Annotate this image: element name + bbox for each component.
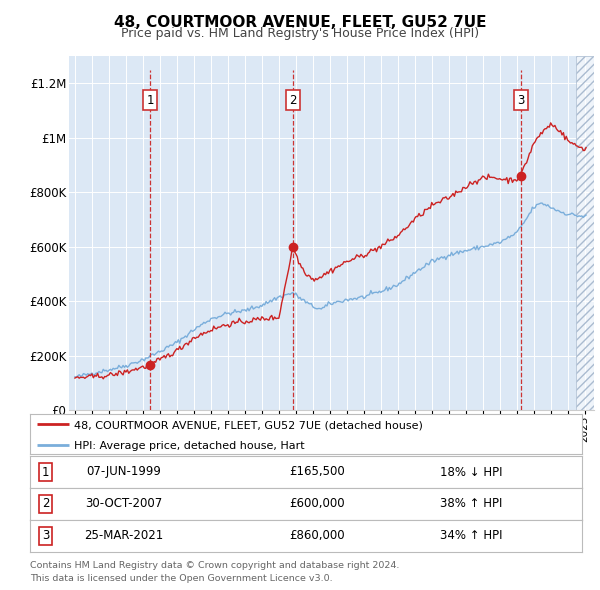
Text: £600,000: £600,000 bbox=[289, 497, 345, 510]
Text: Contains HM Land Registry data © Crown copyright and database right 2024.
This d: Contains HM Land Registry data © Crown c… bbox=[30, 562, 400, 583]
Text: 2: 2 bbox=[42, 497, 49, 510]
Text: 3: 3 bbox=[42, 529, 49, 542]
Text: £860,000: £860,000 bbox=[289, 529, 345, 542]
Text: 2: 2 bbox=[289, 94, 296, 107]
Text: 34% ↑ HPI: 34% ↑ HPI bbox=[440, 529, 503, 542]
Text: £165,500: £165,500 bbox=[289, 466, 345, 478]
Text: HPI: Average price, detached house, Hart: HPI: Average price, detached house, Hart bbox=[74, 441, 305, 451]
Text: 07-JUN-1999: 07-JUN-1999 bbox=[86, 466, 161, 478]
Text: 38% ↑ HPI: 38% ↑ HPI bbox=[440, 497, 503, 510]
Text: 1: 1 bbox=[42, 466, 49, 478]
Text: 30-OCT-2007: 30-OCT-2007 bbox=[85, 497, 163, 510]
Text: 1: 1 bbox=[146, 94, 154, 107]
Bar bbox=[576, 56, 595, 410]
Text: 3: 3 bbox=[517, 94, 524, 107]
Text: Price paid vs. HM Land Registry's House Price Index (HPI): Price paid vs. HM Land Registry's House … bbox=[121, 27, 479, 40]
Text: 48, COURTMOOR AVENUE, FLEET, GU52 7UE: 48, COURTMOOR AVENUE, FLEET, GU52 7UE bbox=[114, 15, 486, 30]
Bar bbox=[576, 56, 595, 410]
Text: 25-MAR-2021: 25-MAR-2021 bbox=[84, 529, 163, 542]
Text: 48, COURTMOOR AVENUE, FLEET, GU52 7UE (detached house): 48, COURTMOOR AVENUE, FLEET, GU52 7UE (d… bbox=[74, 420, 423, 430]
Text: 18% ↓ HPI: 18% ↓ HPI bbox=[440, 466, 503, 478]
